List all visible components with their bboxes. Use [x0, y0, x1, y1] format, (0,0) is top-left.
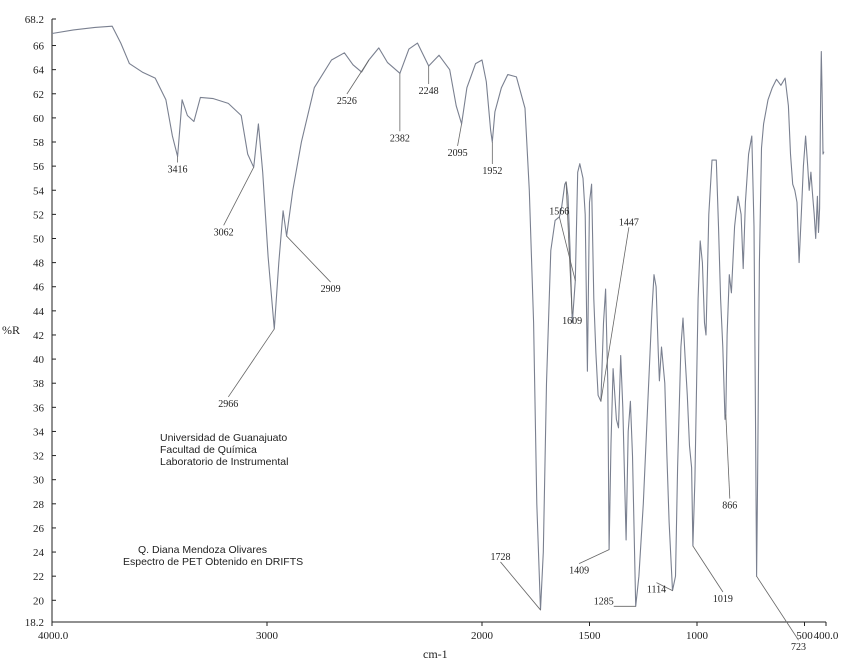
x-axis-ticks: 4000.0 3000 2000 1500 1000 500 400.0	[38, 622, 839, 642]
y-tick-label: 68.2	[25, 14, 44, 26]
peak-leader-line	[600, 227, 630, 402]
x-tick-label: 4000.0	[38, 630, 69, 642]
x-tick-label: 500	[796, 630, 813, 642]
peak-leader-line	[558, 216, 576, 281]
peak-label: 1566	[549, 207, 569, 218]
spectrum-line	[51, 25, 825, 611]
peak-label: 3416	[168, 164, 188, 175]
x-axis-title: cm-1	[423, 647, 448, 661]
y-tick-label: 32	[33, 451, 44, 463]
peak-label: 2382	[390, 133, 410, 144]
peak-label: 2248	[419, 86, 439, 97]
y-axis-title: %R	[2, 323, 20, 337]
peak-label: 866	[722, 501, 737, 512]
x-tick-label: 2000	[471, 630, 494, 642]
peak-leader-line	[286, 235, 331, 283]
y-tick-label: 18.2	[25, 617, 44, 629]
peak-label: 1285	[594, 596, 614, 607]
peak-leader-line	[565, 181, 573, 314]
peak-label: 3062	[214, 227, 234, 238]
sample-annotation: Q. Diana Mendoza Olivares Espectro de PE…	[123, 544, 303, 568]
institution-line-3: Laboratorio de Instrumental	[160, 456, 289, 468]
peak-label: 1952	[482, 166, 502, 177]
y-tick-label: 28	[33, 499, 45, 511]
x-tick-label: 1500	[579, 630, 602, 642]
y-tick-label: 44	[33, 306, 45, 318]
y-tick-label: 38	[33, 378, 45, 390]
y-tick-label: 20	[33, 595, 45, 607]
y-tick-label: 40	[33, 354, 45, 366]
y-tick-label: 62	[33, 89, 44, 101]
peak-leader-line	[227, 328, 275, 398]
y-tick-label: 26	[33, 523, 45, 535]
y-tick-label: 48	[33, 258, 45, 270]
y-axis-ticks: 68.2 66 64 62 60 58 56 54 52 50 48 46 44 42 40 38 36 34 32…	[25, 14, 56, 629]
peak-leader-line	[578, 549, 610, 565]
x-tick-label: 1000	[686, 630, 709, 642]
y-tick-label: 58	[33, 137, 45, 149]
x-tick-label: 400.0	[814, 630, 839, 642]
institution-line-2: Facultad de Química	[160, 444, 257, 456]
peak-label: 1447	[619, 217, 639, 228]
y-tick-label: 64	[33, 65, 45, 77]
peak-leader-line	[692, 545, 724, 593]
peak-leader-line	[500, 561, 541, 611]
y-tick-label: 56	[33, 161, 45, 173]
peak-annotations: 3416 3062 2966 2909 2526 2382 2248 2095 1952 1728…	[168, 59, 806, 653]
sample-line-1: Q. Diana Mendoza Olivares	[138, 544, 267, 556]
y-tick-label: 50	[33, 233, 45, 245]
peak-label: 2909	[321, 284, 341, 295]
x-tick-label: 3000	[256, 630, 279, 642]
peak-label: 2966	[218, 399, 238, 410]
y-tick-label: 54	[33, 185, 45, 197]
series-layer	[51, 25, 825, 611]
peak-label: 1609	[562, 316, 582, 327]
peak-label: 2095	[448, 148, 468, 159]
y-tick-label: 22	[33, 571, 44, 583]
peak-label: 1409	[569, 566, 589, 577]
y-tick-label: 52	[33, 209, 44, 221]
y-tick-label: 36	[33, 402, 45, 414]
peak-label: 1728	[490, 552, 510, 563]
y-tick-label: 24	[33, 547, 45, 559]
institution-line-1: Universidad de Guanajuato	[160, 432, 288, 444]
y-tick-label: 46	[33, 282, 45, 294]
peak-label: 1114	[647, 585, 666, 596]
y-tick-label: 60	[33, 113, 45, 125]
peak-leader-line	[656, 582, 673, 592]
y-tick-label: 66	[33, 41, 45, 53]
peak-label: 723	[791, 642, 806, 653]
institution-annotation: Universidad de Guanajuato Facultad de Qu…	[160, 432, 288, 468]
peak-leader-line	[346, 59, 370, 95]
sample-line-2: Espectro de PET Obtenido en DRIFTS	[123, 556, 304, 568]
peak-leader-line	[223, 167, 255, 226]
y-tick-label: 34	[33, 426, 45, 438]
peak-leader-line	[457, 123, 462, 146]
peak-leader-line	[756, 575, 799, 641]
peak-label: 1019	[713, 594, 733, 605]
peak-label: 2526	[337, 96, 357, 107]
y-tick-label: 42	[33, 330, 44, 342]
y-tick-label: 30	[33, 475, 45, 487]
peak-leader-line	[725, 414, 731, 499]
